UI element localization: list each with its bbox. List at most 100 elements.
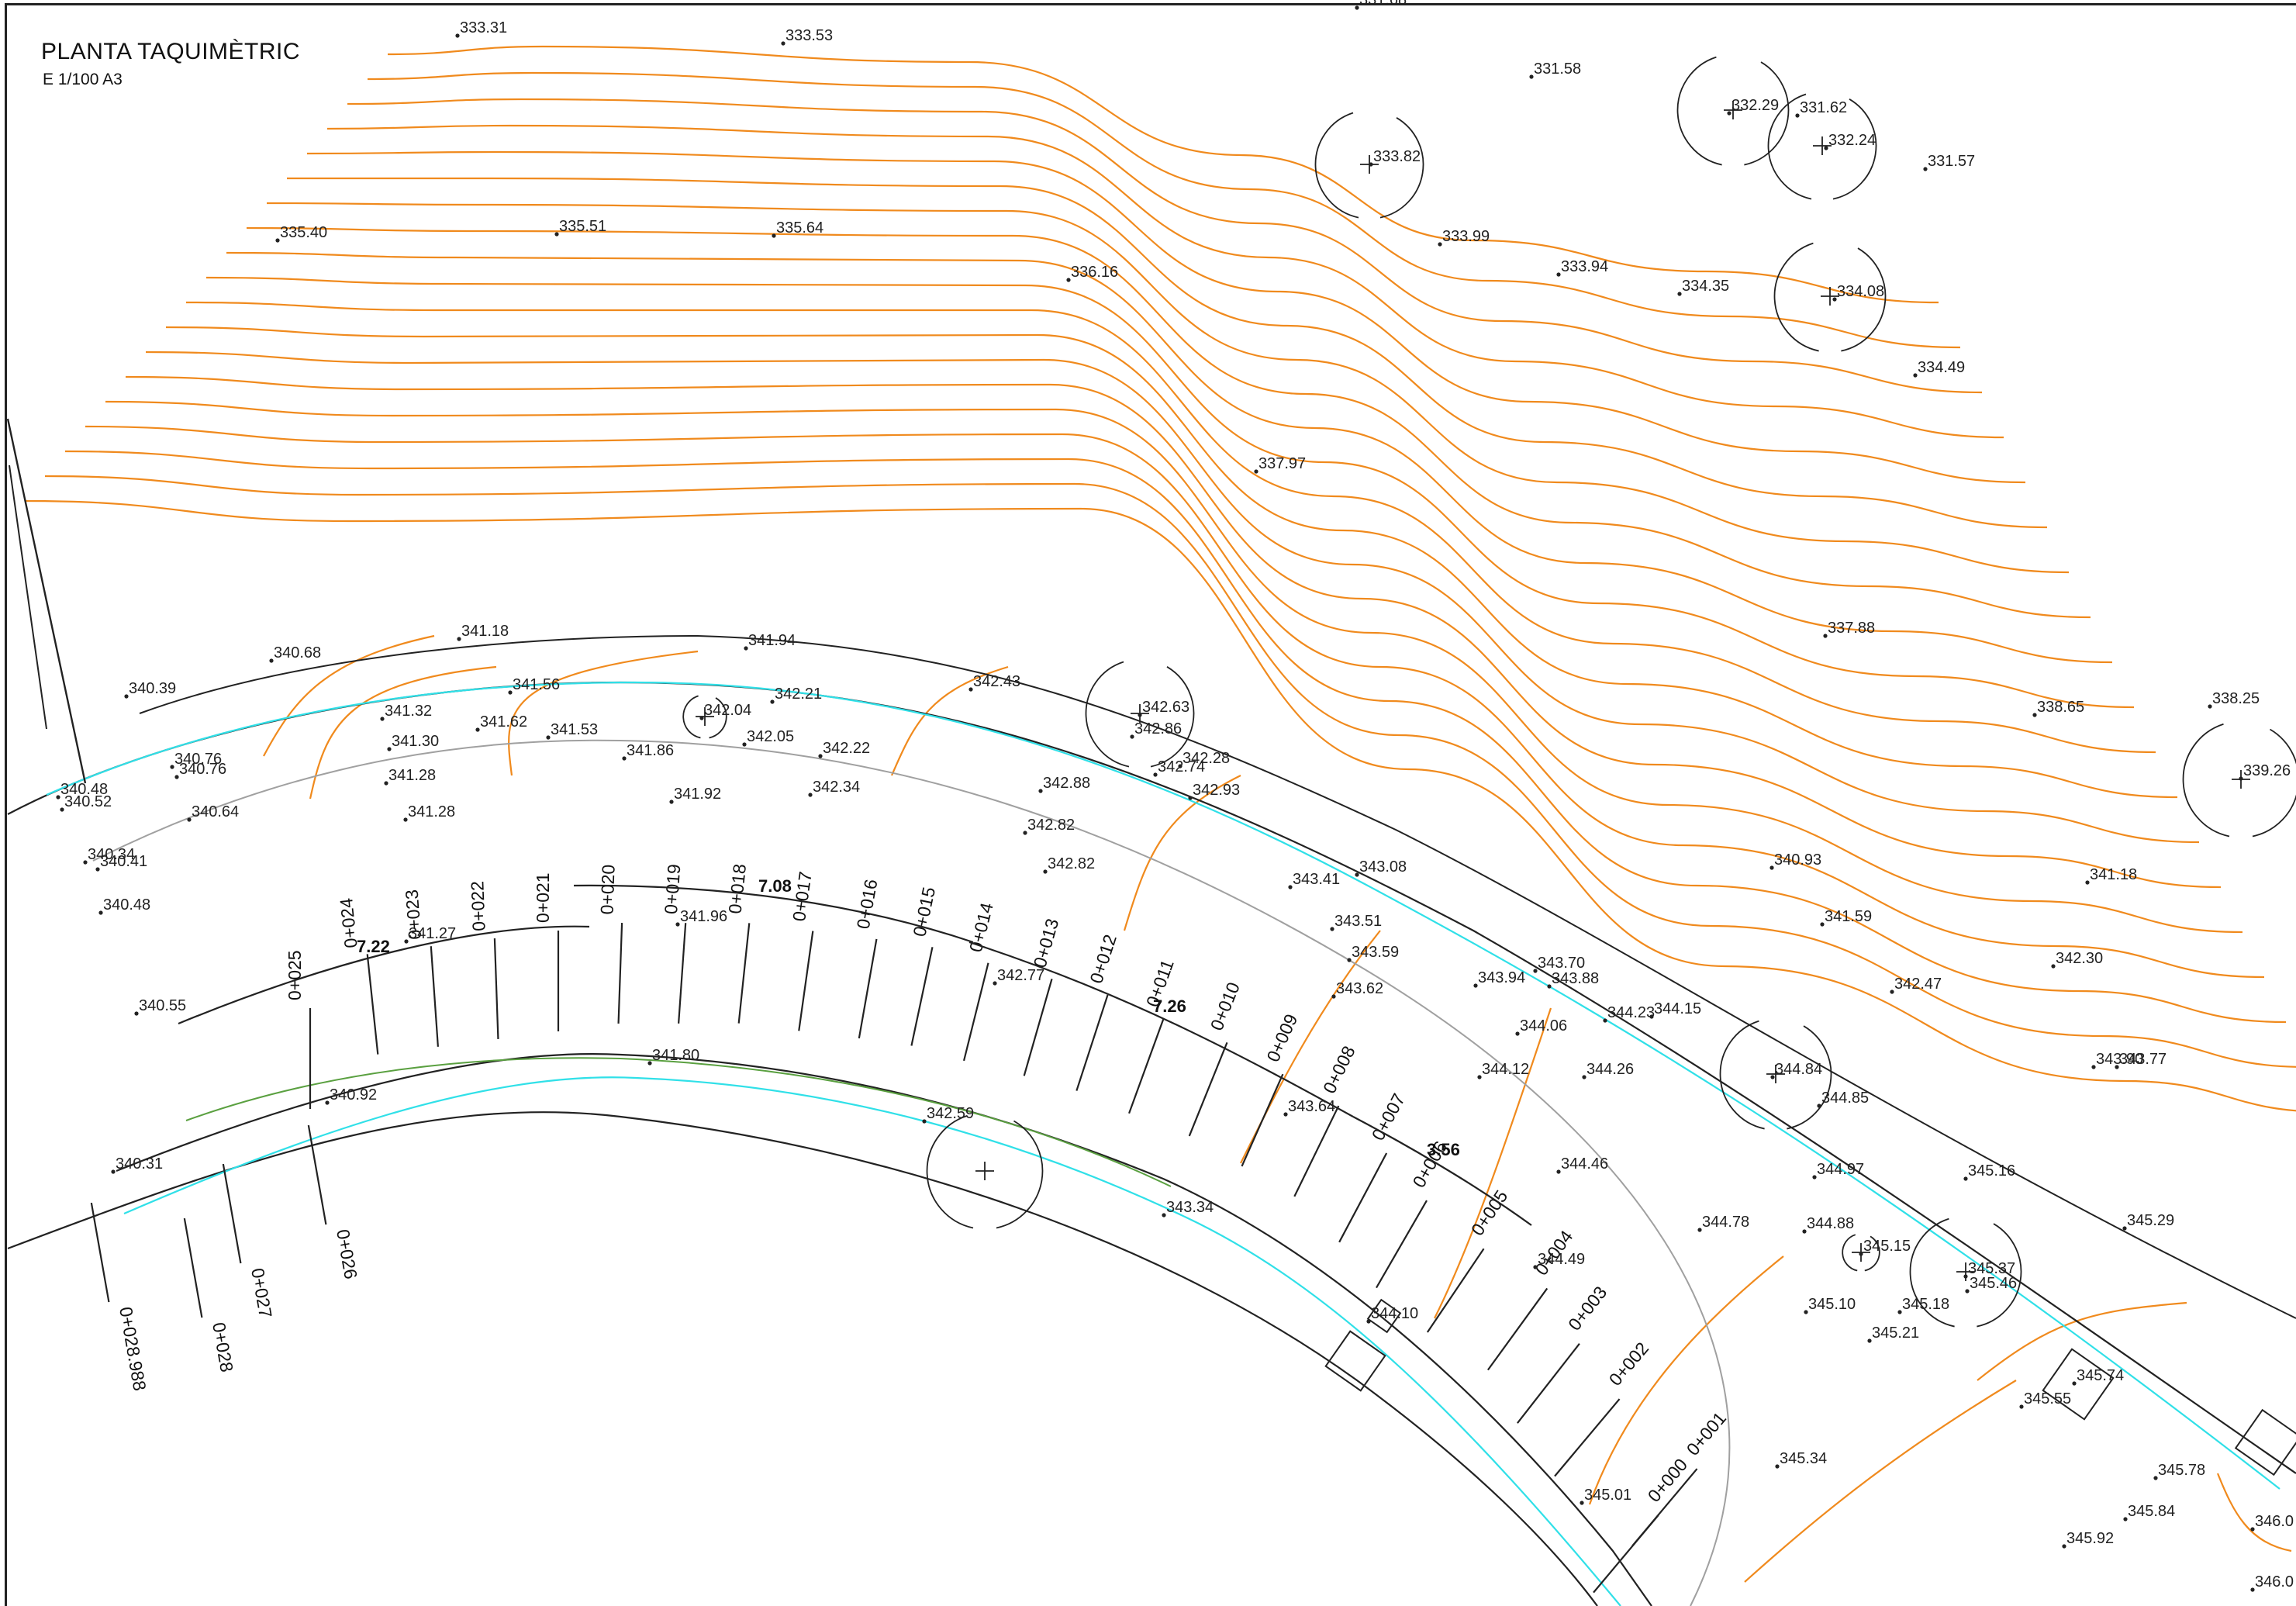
- spot-height-label: 335.51: [559, 218, 606, 235]
- spot-height-label: 341.80: [652, 1047, 699, 1064]
- spot-height-label: 344.84: [1775, 1061, 1822, 1078]
- dimension-lines: 7.22 7.08 7.26 3.56: [178, 876, 1532, 1226]
- spot-height-label: 345.92: [2066, 1530, 2114, 1547]
- spot-point: [83, 860, 88, 865]
- contour-line: [105, 400, 2243, 934]
- spot-point: [1533, 1265, 1538, 1269]
- spot-height: 345.01: [1580, 1487, 1631, 1505]
- spot-point: [968, 687, 973, 692]
- station-tick: [1075, 994, 1109, 1091]
- spot-point: [1804, 1310, 1808, 1314]
- contour-line: [1434, 1007, 1552, 1319]
- spot-height: 335.64: [772, 219, 823, 238]
- spot-point: [457, 637, 461, 641]
- spot-height: 343.51: [1330, 913, 1382, 931]
- spot-point: [1582, 1075, 1586, 1079]
- spot-height-label: 333.31: [460, 19, 507, 36]
- spot-height-label: 343.59: [1352, 944, 1399, 961]
- spot-height-label: 338.25: [2212, 690, 2260, 707]
- spot-point: [2153, 1476, 2158, 1480]
- spot-height-label: 345.84: [2128, 1503, 2175, 1520]
- spot-point: [1438, 242, 1442, 247]
- spot-height-label: 343.64: [1288, 1098, 1335, 1115]
- spot-height: 333.99: [1438, 228, 1490, 247]
- spot-height: 341.32: [380, 703, 432, 721]
- dimension-line: [1352, 1116, 1532, 1226]
- road-alignment: [6, 418, 2296, 1606]
- spot-height: 342.63: [1138, 699, 1189, 717]
- chainage-label: 0+026: [333, 1228, 361, 1280]
- spot-point: [403, 817, 408, 822]
- chainage-station: 0+015: [909, 885, 939, 1046]
- spot-height: 342.43: [968, 673, 1020, 692]
- spot-height-label: 342.22: [823, 740, 870, 757]
- spot-point: [387, 747, 392, 751]
- spot-height-label: 342.77: [997, 967, 1044, 984]
- spot-height: 341.62: [475, 713, 527, 732]
- spot-point: [1817, 1103, 1821, 1108]
- spot-point: [546, 735, 551, 740]
- tree-icon: [2182, 723, 2296, 838]
- contour-line: [326, 124, 2004, 439]
- spot-height-label: 338.65: [2037, 699, 2084, 716]
- spot-height: 342.77: [993, 967, 1044, 986]
- spot-point: [1859, 1252, 1863, 1256]
- spot-point: [56, 795, 60, 800]
- spot-height-label: 342.05: [747, 728, 794, 745]
- spot-height: 344.10: [1366, 1305, 1418, 1324]
- spot-height-label: 331.62: [1800, 99, 1847, 116]
- spot-height-label: 342.86: [1134, 720, 1182, 737]
- manhole-symbol: [1366, 1298, 1402, 1334]
- spot-height-label: 345.18: [1902, 1296, 1949, 1313]
- spot-height-label: 345.16: [1968, 1162, 2015, 1179]
- spot-height: 342.28: [1178, 750, 1230, 768]
- spot-height: 343.88: [1547, 970, 1599, 989]
- spot-height-label: 344.85: [1821, 1090, 1869, 1107]
- spot-point: [781, 41, 785, 46]
- contour-line: [263, 634, 435, 757]
- spot-height-label: 342.59: [927, 1105, 974, 1122]
- spot-height: 342.34: [808, 779, 860, 797]
- spot-point: [1580, 1501, 1584, 1505]
- spot-point: [187, 817, 192, 822]
- chainage-station: 0+008: [1293, 1043, 1359, 1197]
- spot-point: [1820, 922, 1825, 927]
- spot-point: [1556, 1169, 1561, 1174]
- spot-point: [1178, 764, 1183, 768]
- spot-height: 342.30: [2051, 950, 2103, 969]
- spot-height: 345.55: [2019, 1390, 2071, 1409]
- spot-height: 344.12: [1477, 1061, 1529, 1079]
- spot-height: 342.88: [1038, 775, 1090, 793]
- spot-point: [1769, 865, 1774, 870]
- spot-height-label: 342.28: [1183, 750, 1230, 767]
- spot-height: 332.24: [1824, 132, 1876, 150]
- spot-height: 338.25: [2208, 690, 2260, 709]
- spot-point: [2062, 1544, 2066, 1549]
- spot-height-label: 335.40: [280, 224, 327, 241]
- spot-point: [1369, 162, 1373, 167]
- station-tick: [1293, 1105, 1340, 1197]
- spot-point: [1697, 1228, 1702, 1232]
- spot-height: 343.59: [1347, 944, 1399, 962]
- spot-height: 345.37: [1963, 1260, 2015, 1279]
- spot-height-label: 342.82: [1048, 855, 1095, 872]
- spot-point: [1823, 634, 1828, 638]
- spot-height-label: 341.28: [388, 767, 436, 784]
- tree-icon: [1676, 56, 1790, 166]
- chainage-label: 0+023: [402, 889, 425, 940]
- station-tick: [962, 962, 989, 1062]
- chainage-label: 0+018: [724, 863, 750, 915]
- spot-height-label: 340.76: [174, 751, 222, 768]
- spot-height-label: 341.18: [2090, 866, 2137, 883]
- spot-point: [1824, 146, 1828, 150]
- spot-height-label: 337.97: [1258, 455, 1306, 472]
- spot-point: [808, 793, 813, 797]
- spot-height-label: 341.27: [409, 925, 456, 942]
- spot-point: [1603, 1018, 1607, 1023]
- spot-point: [818, 754, 823, 758]
- spot-height: 345.92: [2062, 1530, 2114, 1549]
- station-tick: [1188, 1041, 1228, 1137]
- spot-height: 344.46: [1556, 1155, 1608, 1174]
- spot-height: 344.49: [1533, 1251, 1585, 1269]
